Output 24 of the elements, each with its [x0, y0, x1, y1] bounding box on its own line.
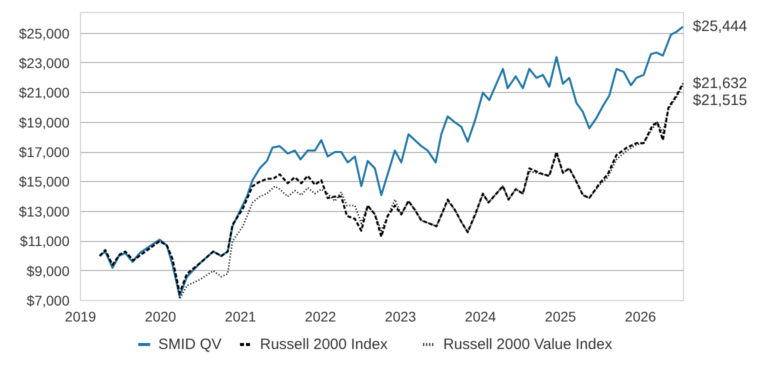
y-tick-label: $9,000	[26, 262, 70, 279]
legend-label: Russell 2000 Value Index	[443, 336, 613, 353]
legend-label: SMID QV	[158, 336, 222, 353]
x-tick-label: 2023	[384, 308, 416, 324]
x-tick-label: 2021	[224, 308, 256, 324]
y-tick-label: $25,000	[18, 25, 70, 42]
x-tick-label: 2025	[544, 308, 576, 324]
x-tick-label: 2019	[64, 308, 96, 324]
y-tick-label: $13,000	[18, 203, 70, 220]
x-tick-label: 2024	[464, 308, 496, 324]
y-tick-label: $19,000	[18, 114, 70, 130]
y-tick-label: $11,000	[20, 233, 70, 250]
x-tick-label: 2026	[624, 308, 656, 324]
text: $21,632	[692, 74, 748, 92]
y-tick-label: $23,000	[18, 54, 70, 71]
text: $21,515	[692, 92, 748, 109]
y-tick-label: $17,000	[18, 144, 70, 160]
legend-label: Russell 2000 Index	[260, 336, 388, 353]
x-tick-label: 2020	[144, 308, 176, 324]
y-tick-label: $21,000	[18, 84, 70, 101]
y-tick-label: $7,000	[26, 292, 70, 308]
y-tick-label: $15,000	[18, 174, 70, 190]
x-tick-label: 2022	[304, 308, 336, 324]
text: $25,444	[692, 18, 748, 36]
